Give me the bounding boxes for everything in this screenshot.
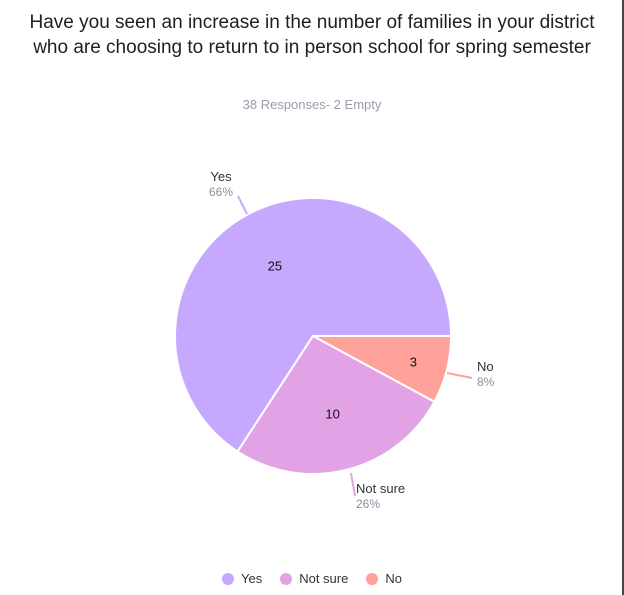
pie-value-label-no: 3 bbox=[410, 354, 417, 369]
slice-name-label-no: No bbox=[477, 359, 494, 374]
leader-line-yes bbox=[237, 195, 248, 215]
pie-value-label-not-sure: 10 bbox=[325, 407, 339, 422]
pie-value-label-yes: 25 bbox=[268, 259, 282, 274]
legend-item-no[interactable]: No bbox=[366, 571, 402, 586]
legend-label-no: No bbox=[385, 571, 402, 586]
slice-name-label-yes: Yes bbox=[210, 169, 232, 184]
pie-slice-no[interactable] bbox=[312, 335, 453, 404]
legend-swatch-no bbox=[366, 572, 379, 585]
slice-percent-label-no: 8% bbox=[477, 375, 495, 389]
slice-percent-label-yes: 66% bbox=[209, 185, 233, 199]
chart-title: Have you seen an increase in the number … bbox=[29, 12, 595, 58]
legend-item-yes[interactable]: Yes bbox=[222, 571, 262, 586]
legend-swatch-not-sure bbox=[280, 572, 293, 585]
pie-slice-not-sure[interactable] bbox=[236, 334, 436, 475]
leader-line-no bbox=[446, 372, 473, 379]
right-border bbox=[622, 0, 624, 595]
pie-slice-yes[interactable] bbox=[174, 197, 453, 453]
leader-line-not-sure bbox=[350, 472, 356, 497]
legend-label-not-sure: Not sure bbox=[299, 571, 349, 586]
legend-item-not-sure[interactable]: Not sure bbox=[280, 571, 348, 586]
slice-name-label-not-sure: Not sure bbox=[356, 481, 405, 496]
chart-subtitle: 38 Responses- 2 Empty bbox=[242, 97, 382, 112]
legend-label-yes: Yes bbox=[241, 571, 263, 586]
legend: Yes Not sure No bbox=[0, 571, 624, 586]
legend-swatch-yes bbox=[222, 572, 234, 585]
slice-percent-label-not-sure: 26% bbox=[356, 497, 380, 511]
